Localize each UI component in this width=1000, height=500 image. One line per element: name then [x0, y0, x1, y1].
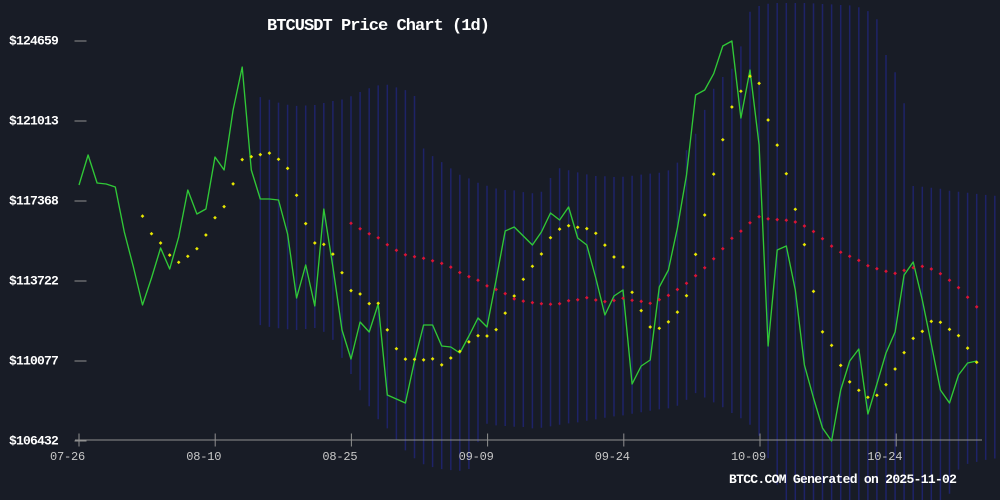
svg-text:10-24: 10-24: [867, 450, 902, 464]
svg-text:$117368: $117368: [9, 194, 59, 209]
svg-text:07-26: 07-26: [50, 450, 85, 464]
svg-text:08-25: 08-25: [322, 450, 357, 464]
svg-text:$110077: $110077: [9, 354, 58, 369]
svg-text:$106432: $106432: [9, 434, 59, 449]
svg-text:$113722: $113722: [9, 274, 59, 289]
svg-text:09-09: 09-09: [459, 450, 494, 464]
svg-text:$121013: $121013: [9, 114, 59, 129]
svg-text:08-10: 08-10: [186, 450, 221, 464]
svg-text:BTCC.COM Generated on 2025-11-: BTCC.COM Generated on 2025-11-02: [729, 472, 957, 487]
svg-text:10-09: 10-09: [731, 450, 766, 464]
svg-text:09-24: 09-24: [595, 450, 630, 464]
svg-text:$124659: $124659: [9, 34, 59, 49]
svg-text:BTCUSDT Price Chart (1d): BTCUSDT Price Chart (1d): [267, 17, 489, 36]
